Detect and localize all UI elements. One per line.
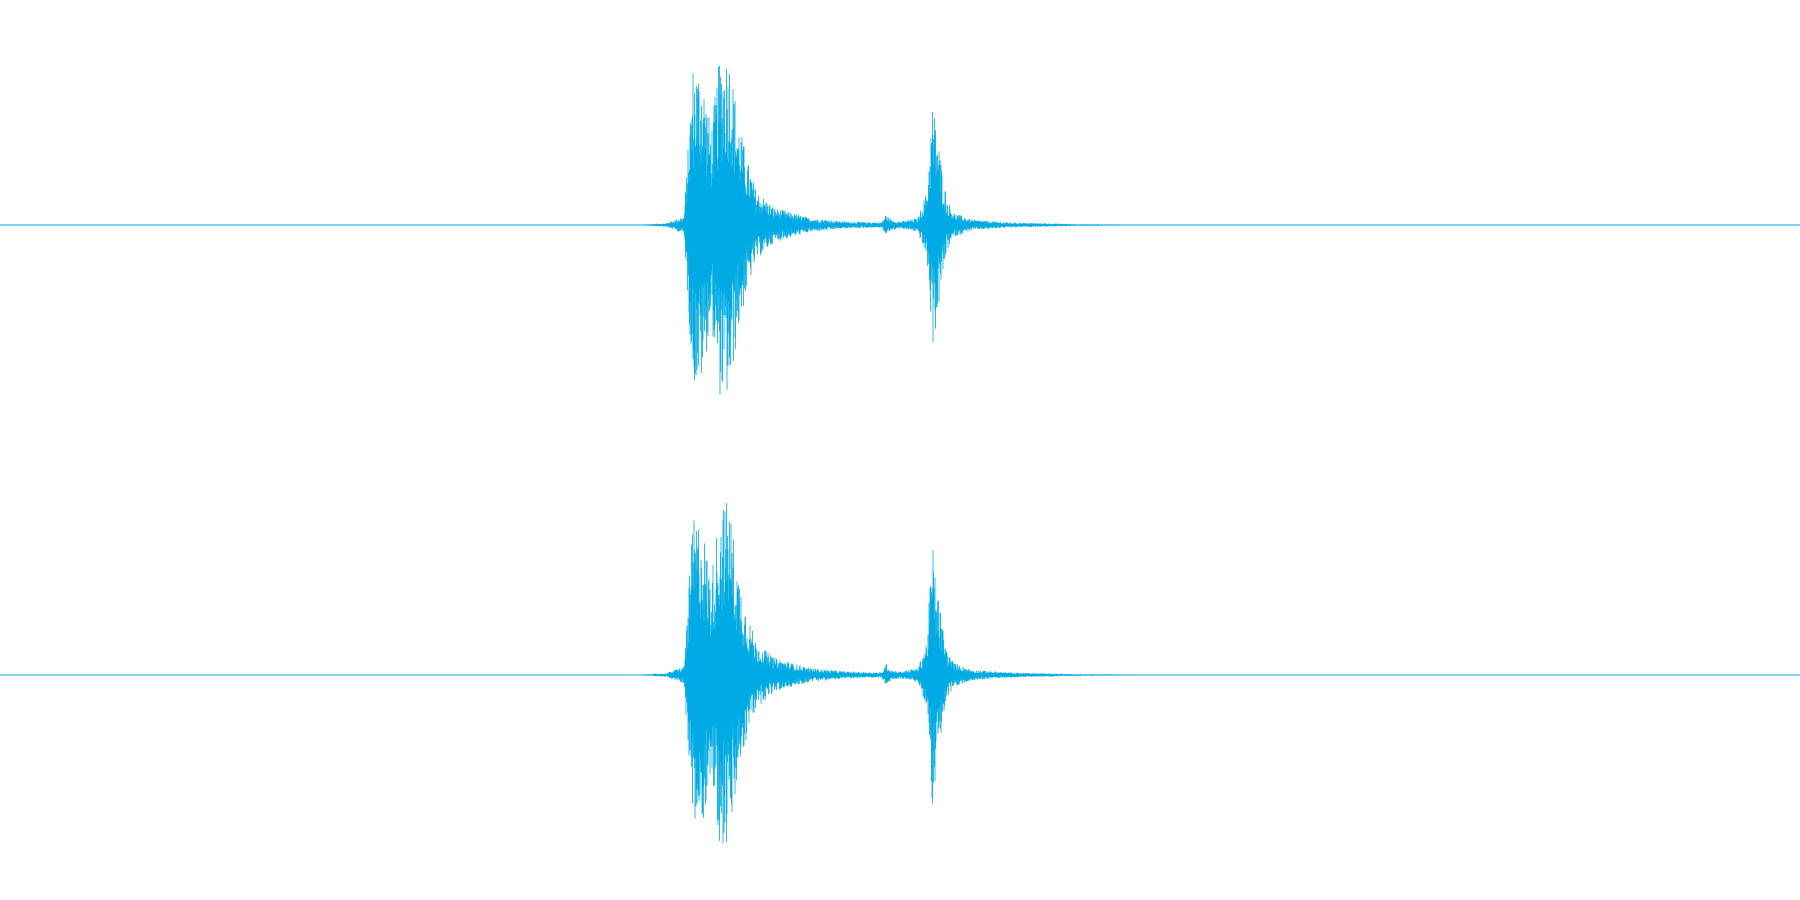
channel-1-signal xyxy=(633,65,1477,395)
channel-1-waveform xyxy=(0,65,1800,395)
channel-2-waveform xyxy=(0,503,1800,844)
channel-2-signal xyxy=(633,503,1477,844)
